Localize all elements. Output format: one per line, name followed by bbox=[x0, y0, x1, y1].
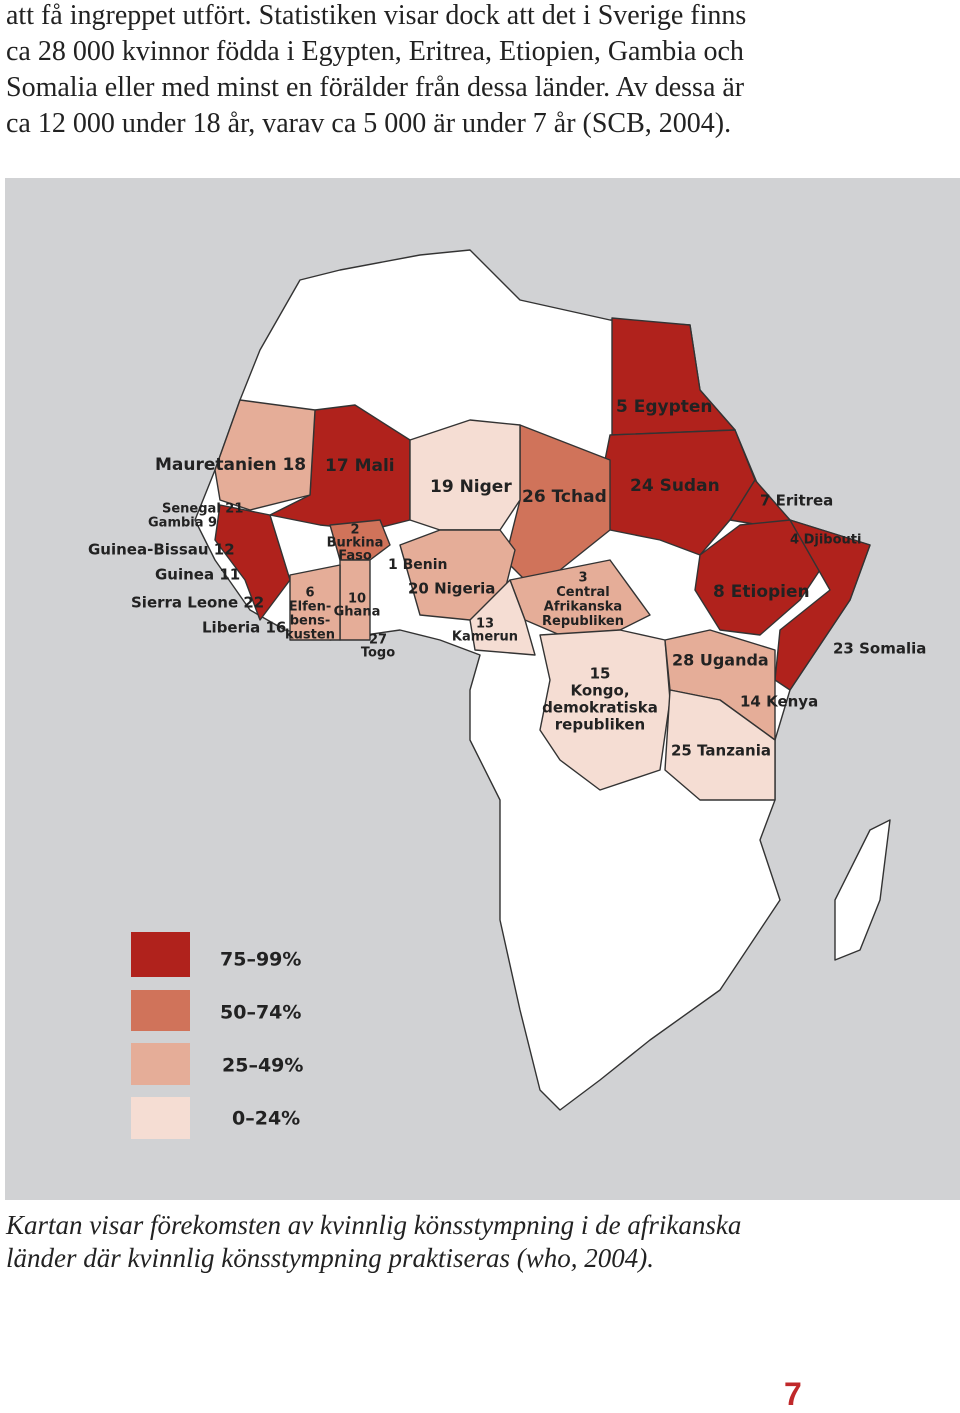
map-label: bens- bbox=[290, 614, 331, 629]
page-number: 7 bbox=[784, 1376, 802, 1412]
map-label: 17 Mali bbox=[325, 456, 395, 476]
map-label: 8 Etiopien bbox=[713, 582, 810, 602]
map-label: kusten bbox=[285, 628, 335, 643]
country bbox=[289, 564, 341, 641]
map-label: 5 Egypten bbox=[616, 397, 713, 417]
map-label: 20 Nigeria bbox=[408, 580, 495, 598]
map-label: Afrikanska bbox=[544, 600, 622, 615]
map-label: Republiken bbox=[542, 614, 624, 629]
map-label: 4 Djibouti bbox=[790, 533, 861, 548]
country bbox=[329, 519, 391, 561]
map-label: 28 Uganda bbox=[672, 651, 769, 670]
country bbox=[774, 519, 871, 691]
country bbox=[469, 579, 536, 656]
map-label: 0–24% bbox=[232, 1108, 300, 1130]
map-label: Gambia 9 bbox=[148, 516, 217, 531]
map-label: Kamerun bbox=[452, 630, 518, 645]
country bbox=[214, 504, 291, 621]
map-label: 23 Somalia bbox=[833, 640, 926, 658]
country bbox=[409, 419, 521, 531]
map-label: republiken bbox=[555, 716, 645, 734]
map-label: 19 Niger bbox=[430, 477, 512, 497]
country bbox=[539, 629, 671, 791]
map-label: 24 Sudan bbox=[630, 476, 720, 496]
map-label: 1 Benin bbox=[388, 557, 448, 573]
legend-swatch bbox=[131, 932, 190, 977]
map-label: demokratiska bbox=[542, 699, 658, 717]
map-label: 7 Eritrea bbox=[760, 492, 833, 510]
map-label: Sierra Leone 22 bbox=[131, 594, 264, 612]
map-label: Central bbox=[556, 585, 609, 600]
legend-swatch bbox=[131, 1043, 190, 1085]
caption: Kartan visar förekomsten av kvinnlig kön… bbox=[6, 1210, 742, 1240]
map-label: Elfen- bbox=[289, 600, 331, 615]
map-label: 2 bbox=[350, 523, 359, 538]
map-label: 75–99% bbox=[220, 949, 301, 971]
map-label: 3 bbox=[578, 571, 587, 586]
map-label: 50–74% bbox=[220, 1002, 301, 1024]
map-label: 26 Tchad bbox=[522, 487, 607, 507]
map-label: 15 bbox=[590, 665, 611, 683]
map-label: 25–49% bbox=[222, 1055, 303, 1077]
madagascar bbox=[834, 819, 891, 961]
map-label: Burkina bbox=[327, 536, 384, 551]
body-text: ca 12 000 under 18 år, varav ca 5 000 är… bbox=[6, 108, 732, 139]
country bbox=[214, 399, 316, 511]
legend-swatch bbox=[131, 990, 190, 1031]
map-label: 13 bbox=[476, 617, 494, 632]
map-label: 27 bbox=[369, 633, 387, 648]
map-label: Kongo, bbox=[570, 682, 629, 700]
map-label: Guinea 11 bbox=[155, 566, 240, 584]
country bbox=[694, 519, 831, 636]
country bbox=[509, 559, 651, 636]
map-label: Faso bbox=[338, 549, 372, 564]
caption: länder där kvinnlig könsstympning prakti… bbox=[6, 1243, 654, 1273]
body-text: Somalia eller med minst en förälder från… bbox=[6, 72, 745, 103]
map-label: 25 Tanzania bbox=[671, 742, 771, 760]
map-label: Liberia 16 bbox=[202, 619, 286, 637]
country bbox=[399, 529, 516, 621]
map-label: Togo bbox=[361, 646, 395, 661]
map-label: 14 Kenya bbox=[740, 693, 818, 711]
body-text: att få ingreppet utfört. Statistiken vis… bbox=[6, 0, 747, 31]
map-label: Ghana bbox=[334, 605, 381, 620]
map-label: Guinea-Bissau 12 bbox=[88, 541, 235, 559]
map-label: 6 bbox=[305, 586, 314, 601]
legend-swatch bbox=[131, 1097, 190, 1139]
map-label: Mauretanien 18 bbox=[155, 455, 306, 475]
body-text: ca 28 000 kvinnor födda i Egypten, Eritr… bbox=[6, 36, 744, 67]
country bbox=[611, 317, 736, 436]
map-label: 10 bbox=[348, 592, 366, 607]
map-label: Senegal 21 bbox=[162, 502, 243, 517]
country bbox=[664, 689, 776, 801]
